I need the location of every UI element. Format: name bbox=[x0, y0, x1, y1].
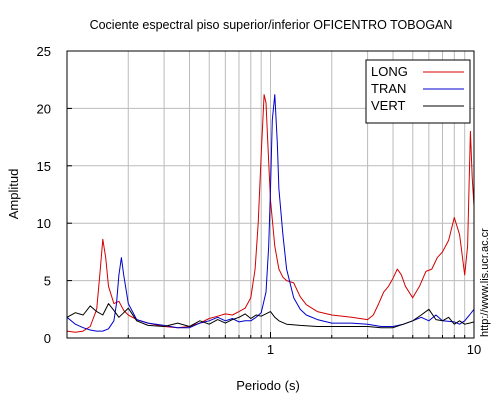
y-tick-label: 20 bbox=[37, 101, 51, 116]
side-url-text: http://www.lis.ucr.ac.cr bbox=[479, 228, 491, 337]
axis-ticks: 0 5 10 15 20 25 1 10 bbox=[37, 44, 482, 357]
legend-label-tran: TRAN bbox=[371, 81, 406, 96]
legend-label-long: LONG bbox=[371, 64, 408, 79]
x-tick-label: 1 bbox=[267, 342, 274, 357]
legend: LONG TRAN VERT bbox=[365, 59, 471, 124]
y-tick-label: 15 bbox=[37, 159, 51, 174]
x-axis-label: Periodo (s) bbox=[236, 378, 300, 393]
chart-title: Cociente espectral piso superior/inferio… bbox=[90, 18, 453, 32]
legend-box bbox=[365, 59, 471, 124]
y-tick-label: 0 bbox=[44, 331, 51, 346]
x-tick-label: 10 bbox=[467, 342, 481, 357]
y-tick-label: 10 bbox=[37, 216, 51, 231]
series-lines bbox=[67, 94, 474, 333]
y-axis-label: Amplitud bbox=[6, 169, 21, 220]
y-tick-label: 25 bbox=[37, 44, 51, 59]
legend-label-vert: VERT bbox=[371, 98, 405, 113]
y-tick-label: 5 bbox=[44, 274, 51, 289]
series-line-vert bbox=[67, 303, 474, 329]
series-line-long bbox=[67, 94, 474, 333]
